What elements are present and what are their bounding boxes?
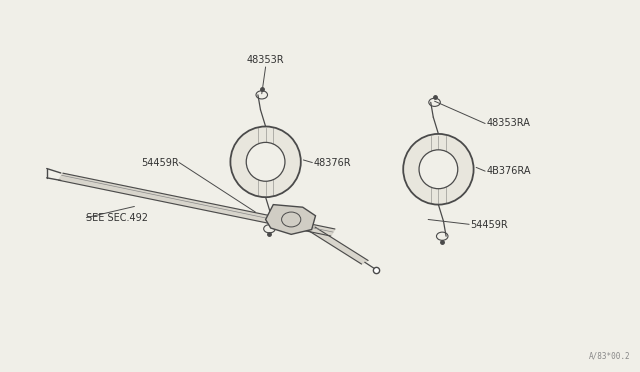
Text: 48376R: 48376R	[314, 158, 351, 167]
Text: 54459R: 54459R	[141, 158, 179, 167]
Ellipse shape	[230, 126, 301, 197]
Ellipse shape	[419, 150, 458, 189]
Text: A/83*00.2: A/83*00.2	[589, 352, 630, 361]
Text: SEE SEC.492: SEE SEC.492	[86, 213, 148, 222]
Polygon shape	[308, 227, 368, 264]
Polygon shape	[266, 205, 316, 234]
Text: 48353RA: 48353RA	[486, 118, 531, 128]
Polygon shape	[59, 173, 335, 236]
Text: 4B376RA: 4B376RA	[486, 166, 531, 176]
Text: 54459R: 54459R	[470, 220, 508, 230]
Text: 48353R: 48353R	[247, 55, 284, 65]
Ellipse shape	[246, 142, 285, 181]
Ellipse shape	[403, 134, 474, 205]
